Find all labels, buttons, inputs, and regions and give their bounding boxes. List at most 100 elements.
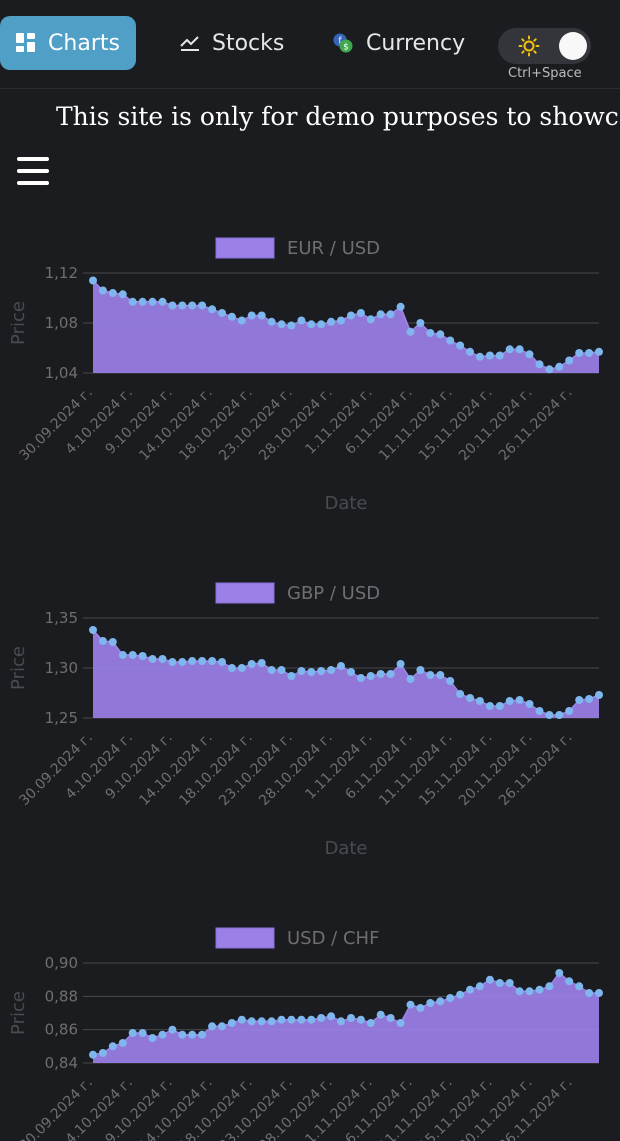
data-point: [525, 350, 534, 359]
data-point: [178, 1030, 187, 1039]
data-point: [535, 360, 544, 369]
data-point: [148, 297, 157, 306]
nav-charts-button[interactable]: Charts: [0, 16, 136, 70]
data-point: [515, 987, 524, 996]
demo-notice-banner: This site is only for demo purposes to s…: [56, 102, 620, 131]
data-point: [327, 666, 336, 674]
data-point: [356, 309, 365, 317]
data-point: [376, 1010, 385, 1019]
data-point: [535, 707, 544, 715]
data-point: [396, 1019, 405, 1027]
data-point: [565, 977, 574, 986]
y-tick-label: 0,86: [45, 1021, 78, 1039]
data-point: [545, 711, 554, 719]
data-point: [575, 696, 584, 704]
legend-swatch: [215, 237, 275, 259]
data-point: [257, 659, 266, 667]
data-point: [525, 700, 534, 708]
legend-swatch: [215, 582, 275, 604]
data-point: [89, 276, 97, 285]
data-point: [247, 1017, 256, 1026]
data-point: [267, 666, 276, 674]
legend-label: USD / CHF: [287, 928, 379, 949]
data-point: [386, 670, 395, 678]
data-point: [237, 316, 246, 325]
nav-currency-label: Currency: [366, 30, 466, 56]
series-line: [92, 971, 599, 1056]
data-point: [317, 1014, 326, 1022]
data-point: [327, 1012, 336, 1021]
hamburger-menu-icon[interactable]: [17, 157, 49, 187]
nav-stocks-button[interactable]: Stocks: [168, 16, 310, 70]
svg-text:$: $: [343, 43, 349, 53]
data-point: [595, 989, 603, 997]
data-point: [247, 311, 256, 320]
data-point: [565, 356, 574, 365]
data-point: [366, 315, 375, 324]
data-point: [98, 637, 107, 645]
y-axis-label: Price: [8, 301, 29, 345]
data-point: [277, 1015, 286, 1024]
data-point: [456, 341, 465, 350]
data-point: [585, 695, 594, 703]
data-point: [277, 320, 286, 329]
data-point: [307, 320, 316, 329]
data-point: [406, 1000, 415, 1009]
data-point: [436, 330, 445, 339]
data-point: [178, 658, 187, 666]
data-point: [595, 691, 603, 699]
nav-currency-button[interactable]: f $ Currency: [320, 16, 492, 70]
data-point: [297, 667, 306, 675]
data-point: [347, 1014, 355, 1022]
data-point: [128, 1029, 137, 1037]
y-tick-label: 1,08: [45, 314, 78, 332]
data-point: [108, 638, 117, 646]
data-point: [495, 979, 504, 987]
y-tick-label: 0,88: [45, 987, 78, 1005]
theme-toggle[interactable]: [498, 28, 591, 64]
dashboard-grid-icon: [16, 33, 36, 53]
sun-icon: [518, 35, 540, 61]
data-point: [98, 286, 107, 295]
data-point: [257, 1017, 266, 1026]
y-axis-label: Price: [8, 991, 29, 1035]
data-point: [89, 626, 97, 634]
currency-coins-icon: f $: [332, 32, 354, 54]
data-point: [376, 670, 385, 678]
series-area: [93, 973, 599, 1063]
x-axis-label: Date: [324, 838, 367, 859]
data-point: [446, 336, 455, 345]
data-point: [218, 309, 226, 317]
data-point: [505, 697, 514, 705]
data-point: [178, 301, 187, 310]
chart-usd-chf: USD / CHF0,900,880,860,84Price30.09.2024…: [8, 927, 603, 1141]
data-point: [555, 711, 564, 719]
data-point: [406, 675, 415, 683]
data-point: [386, 1014, 395, 1022]
data-point: [158, 297, 167, 306]
data-point: [208, 657, 217, 665]
data-point: [267, 317, 276, 326]
data-point: [327, 317, 336, 326]
data-point: [466, 694, 474, 702]
data-point: [227, 1019, 236, 1027]
data-point: [317, 667, 326, 675]
data-point: [227, 664, 236, 672]
y-tick-label: 0,90: [45, 954, 78, 972]
data-point: [227, 312, 236, 321]
data-point: [148, 1034, 157, 1042]
data-point: [277, 666, 286, 674]
legend-label: GBP / USD: [287, 583, 380, 604]
data-point: [108, 289, 117, 297]
data-point: [436, 671, 445, 679]
data-point: [198, 657, 207, 665]
data-point: [555, 969, 564, 977]
data-point: [247, 660, 256, 668]
data-point: [188, 301, 197, 310]
data-point: [287, 321, 296, 330]
data-point: [188, 1030, 197, 1039]
legend-swatch: [215, 927, 275, 949]
data-point: [118, 651, 127, 659]
data-point: [525, 987, 534, 996]
